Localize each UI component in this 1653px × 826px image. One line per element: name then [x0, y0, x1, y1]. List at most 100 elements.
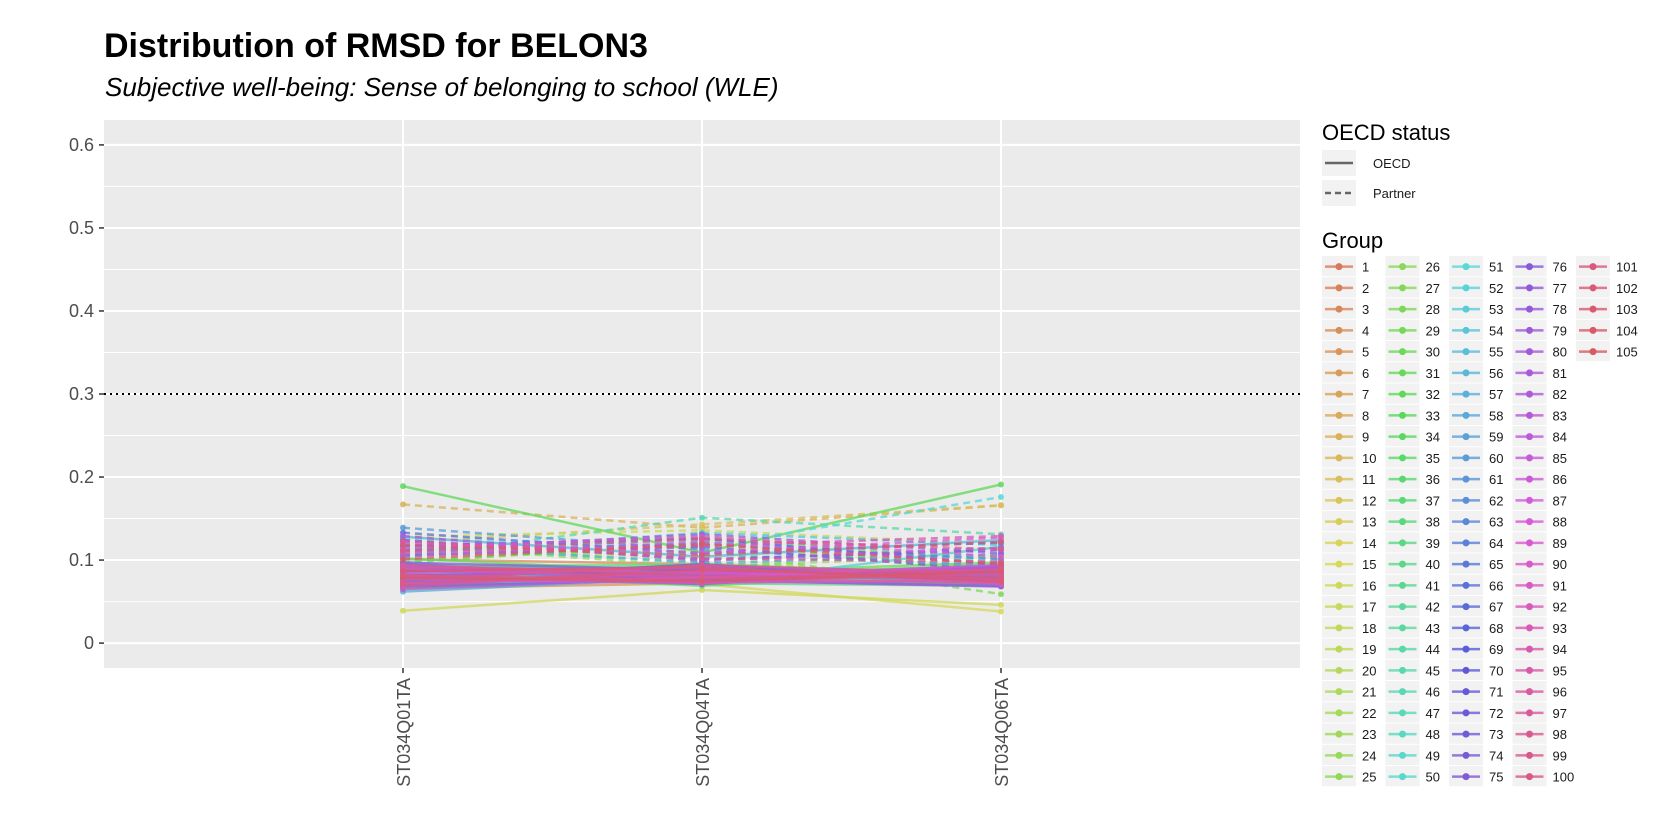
legend-key-point: [1335, 348, 1343, 356]
legend-group-label: 51: [1489, 260, 1503, 275]
legend-key-point: [1335, 560, 1343, 568]
data-point-60: [400, 524, 406, 531]
legend-key-point: [1462, 369, 1470, 377]
legend-group-label: 100: [1553, 770, 1575, 785]
legend-key-point: [1462, 751, 1470, 759]
legend-group-label: 5: [1362, 345, 1369, 360]
legend-group-label: 63: [1489, 515, 1503, 530]
legend-key-point: [1399, 411, 1406, 419]
legend-group-label: 20: [1362, 663, 1376, 678]
data-point-81: [400, 532, 406, 539]
legend-group-label: 39: [1426, 536, 1440, 551]
legend-group-label: 21: [1362, 685, 1376, 700]
legend-group-label: 92: [1553, 600, 1567, 615]
legend-key-point: [1399, 433, 1406, 441]
legend-key-point: [1462, 688, 1470, 696]
x-tick-label: ST034Q06TA: [992, 678, 1012, 787]
legend-group-label: 82: [1553, 387, 1567, 402]
legend-key-point: [1335, 730, 1343, 738]
legend-key-point: [1399, 560, 1406, 568]
legend-key-point: [1462, 666, 1470, 674]
legend-key-point: [1462, 284, 1470, 292]
legend-key-point: [1399, 390, 1406, 398]
legend-group-label: 90: [1553, 557, 1567, 572]
legend-group-label: 34: [1426, 430, 1440, 445]
legend-group: 1234567891011121314151617181920212223242…: [1322, 256, 1638, 787]
legend-key-point: [1335, 390, 1343, 398]
legend-key-point: [1335, 645, 1343, 653]
legend-group-label: 73: [1489, 727, 1503, 742]
legend-key-point: [1462, 263, 1470, 271]
legend-key-point: [1335, 496, 1343, 504]
legend-group-label: 38: [1426, 515, 1440, 530]
legend-key-point: [1526, 411, 1533, 419]
y-tick-label: 0: [84, 633, 94, 653]
legend-key-point: [1589, 348, 1597, 356]
legend-group-label: 62: [1489, 493, 1503, 508]
legend-group-label: 67: [1489, 600, 1503, 615]
legend-key-point: [1526, 603, 1533, 611]
legend-group-label: 17: [1362, 600, 1376, 615]
legend-key-point: [1399, 688, 1406, 696]
data-point-101: [400, 581, 406, 588]
legend-key-point: [1399, 348, 1406, 356]
legend-key-point: [1462, 709, 1470, 717]
legend-key-point: [1335, 411, 1343, 419]
legend-group-label: 101: [1616, 260, 1638, 275]
series-line-105: [402, 543, 1002, 566]
legend-group-label: 74: [1489, 748, 1503, 763]
data-point-103: [400, 567, 406, 574]
legend-group-label: 83: [1553, 408, 1567, 423]
legend-key-point: [1462, 305, 1470, 313]
legend-group-label: 71: [1489, 685, 1503, 700]
series-line-33: [402, 541, 1002, 571]
legend-partner-label: Partner: [1373, 186, 1416, 201]
legend-group-label: 50: [1426, 770, 1440, 785]
legend-group-label: 76: [1553, 260, 1567, 275]
legend-group-label: 44: [1426, 642, 1440, 657]
data-point-99: [400, 547, 406, 554]
data-point-11: [998, 502, 1004, 509]
legend-group-label: 91: [1553, 578, 1567, 593]
legend-group-label: 102: [1616, 281, 1638, 296]
legend-key-point: [1335, 475, 1343, 483]
data-point-104: [400, 574, 406, 581]
legend-group-label: 2: [1362, 281, 1369, 296]
legend-group-label: 95: [1553, 663, 1567, 678]
legend-group-label: 96: [1553, 685, 1567, 700]
legend-group-label: 48: [1426, 727, 1440, 742]
y-tick-label: 0.2: [69, 467, 94, 487]
data-point-99: [998, 546, 1004, 553]
legend-group-label: 60: [1489, 451, 1503, 466]
legend-key-point: [1399, 305, 1406, 313]
legend-group-label: 40: [1426, 557, 1440, 572]
legend-group-label: 87: [1553, 493, 1567, 508]
y-tick-label: 0.5: [69, 218, 94, 238]
legend-key-point: [1399, 475, 1406, 483]
legend-key-point: [1526, 284, 1533, 292]
legend-group-label: 89: [1553, 536, 1567, 551]
legend-group-label: 61: [1489, 472, 1503, 487]
data-point-102: [400, 542, 406, 549]
legend-group-label: 81: [1553, 366, 1567, 381]
legend-key-point: [1462, 539, 1470, 547]
legend-oecd-status-title: OECD status: [1322, 120, 1450, 145]
data-point-16: [998, 601, 1004, 608]
legend-key-point: [1526, 645, 1533, 653]
data-point-104: [998, 568, 1004, 575]
legend-key-point: [1335, 454, 1343, 462]
legend-key-point: [1462, 390, 1470, 398]
legend-group-label: 57: [1489, 387, 1503, 402]
legend-key-point: [1335, 305, 1343, 313]
data-point-90: [998, 553, 1004, 560]
legend-group-label: 52: [1489, 281, 1503, 296]
legend-group-label: 43: [1426, 621, 1440, 636]
legend-group-label: 22: [1362, 706, 1376, 721]
legend-group-label: 70: [1489, 663, 1503, 678]
legend-key-point: [1462, 603, 1470, 611]
legend-key-point: [1335, 581, 1343, 589]
legend-key-point: [1526, 305, 1533, 313]
legend-group-label: 105: [1616, 345, 1638, 360]
legend-key-point: [1335, 433, 1343, 441]
legend-group-label: 99: [1553, 748, 1567, 763]
